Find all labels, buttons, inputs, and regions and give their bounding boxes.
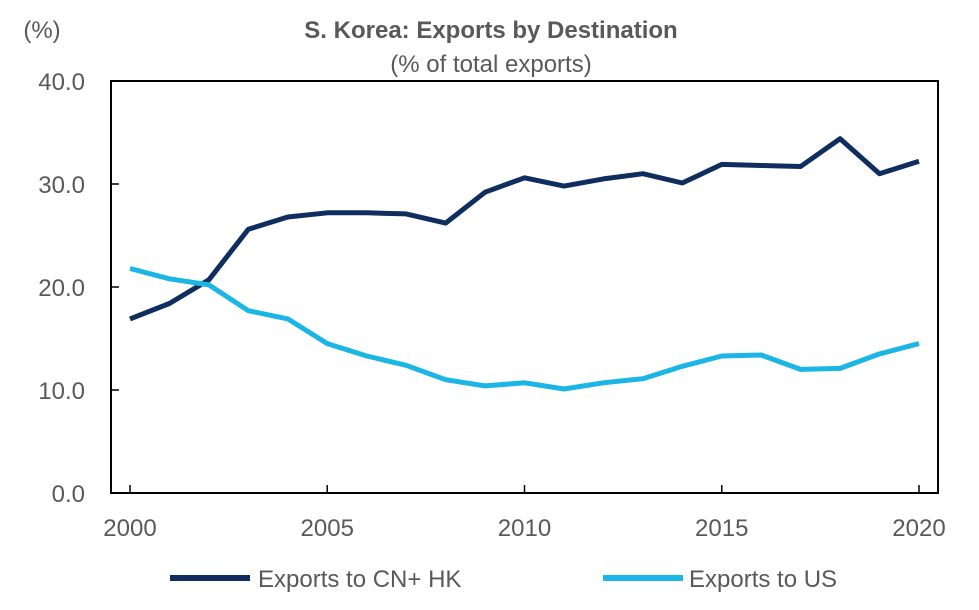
x-tick-label: 2015	[695, 515, 748, 542]
x-tick-label: 2000	[103, 515, 156, 542]
y-tick-label: 10.0	[38, 378, 85, 405]
plot-area-frame	[110, 80, 939, 494]
x-tick-label: 2020	[892, 515, 945, 542]
chart-subtitle: (% of total exports)	[390, 51, 591, 78]
y-axis-ticks: 0.0 10.0 20.0 30.0 40.0	[38, 69, 119, 508]
x-tick-label: 2005	[301, 515, 354, 542]
chart-title: S. Korea: Exports by Destination	[304, 17, 677, 44]
x-tick-label: 2010	[498, 515, 551, 542]
series-line-us	[129, 266, 920, 392]
legend-label: Exports to US	[689, 566, 837, 593]
y-tick-label: 20.0	[38, 275, 85, 302]
legend: Exports to CN+ HK Exports to US	[170, 566, 837, 593]
series-line-cn-hk	[129, 136, 920, 322]
series-layer	[129, 136, 920, 392]
y-tick-label: 30.0	[38, 172, 85, 199]
legend-label: Exports to CN+ HK	[258, 566, 461, 593]
x-axis-ticks: 2000 2005 2010 2015 2020	[103, 485, 946, 542]
y-tick-label: 0.0	[52, 481, 85, 508]
y-axis-unit-label: (%)	[23, 17, 60, 44]
y-tick-label: 40.0	[38, 69, 85, 96]
